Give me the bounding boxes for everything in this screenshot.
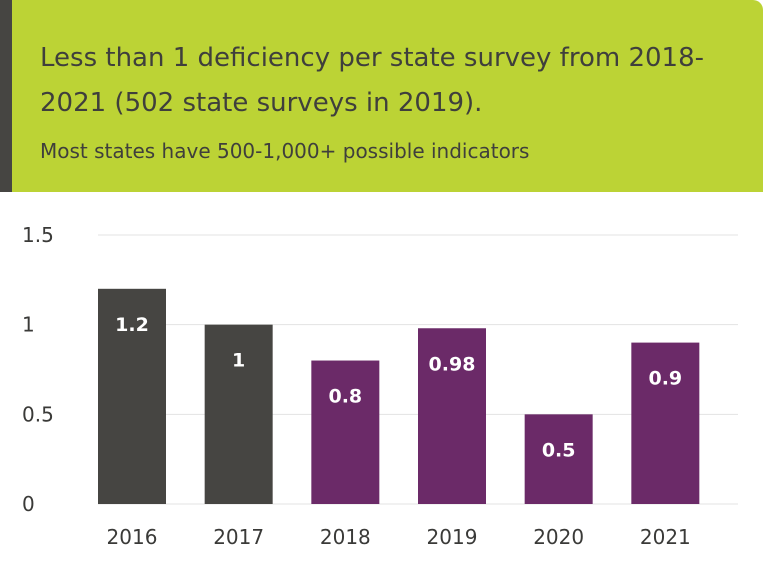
bar-chart: 0 0.5 1 1.5 1.2 2016 1 2017 0.8 2018 0.98 2019 0.5 20… bbox=[22, 223, 738, 549]
header-accent-bar bbox=[0, 0, 12, 192]
y-tick-label: 0.5 bbox=[22, 402, 54, 426]
data-label: 0.98 bbox=[429, 353, 476, 375]
data-label: 0.9 bbox=[648, 368, 682, 390]
bar-2016 bbox=[98, 288, 166, 504]
x-tick-label: 2021 bbox=[640, 525, 691, 549]
x-tick-label: 2019 bbox=[427, 525, 478, 549]
chart-subtitle: Most states have 500-1,000+ possible ind… bbox=[40, 139, 530, 163]
header-banner: Less than 1 deficiency per state survey … bbox=[0, 0, 763, 192]
data-label: 1 bbox=[232, 350, 245, 372]
data-label: 1.2 bbox=[115, 314, 149, 336]
data-label: 0.5 bbox=[542, 439, 576, 461]
y-tick-label: 1.5 bbox=[22, 223, 54, 247]
data-label: 0.8 bbox=[328, 386, 362, 408]
x-tick-label: 2017 bbox=[213, 525, 264, 549]
y-tick-label: 1 bbox=[22, 313, 35, 337]
chart-title: Less than 1 deficiency per state survey … bbox=[40, 43, 705, 118]
bar-2019 bbox=[418, 328, 486, 504]
y-tick-label: 0 bbox=[22, 492, 35, 516]
x-tick-label: 2016 bbox=[107, 525, 158, 549]
x-tick-label: 2018 bbox=[320, 525, 371, 549]
bar-2017 bbox=[204, 324, 273, 504]
bar-2021 bbox=[631, 342, 700, 504]
bar-2018 bbox=[311, 360, 380, 504]
x-tick-label: 2020 bbox=[533, 525, 584, 549]
bar-2020 bbox=[524, 414, 593, 504]
